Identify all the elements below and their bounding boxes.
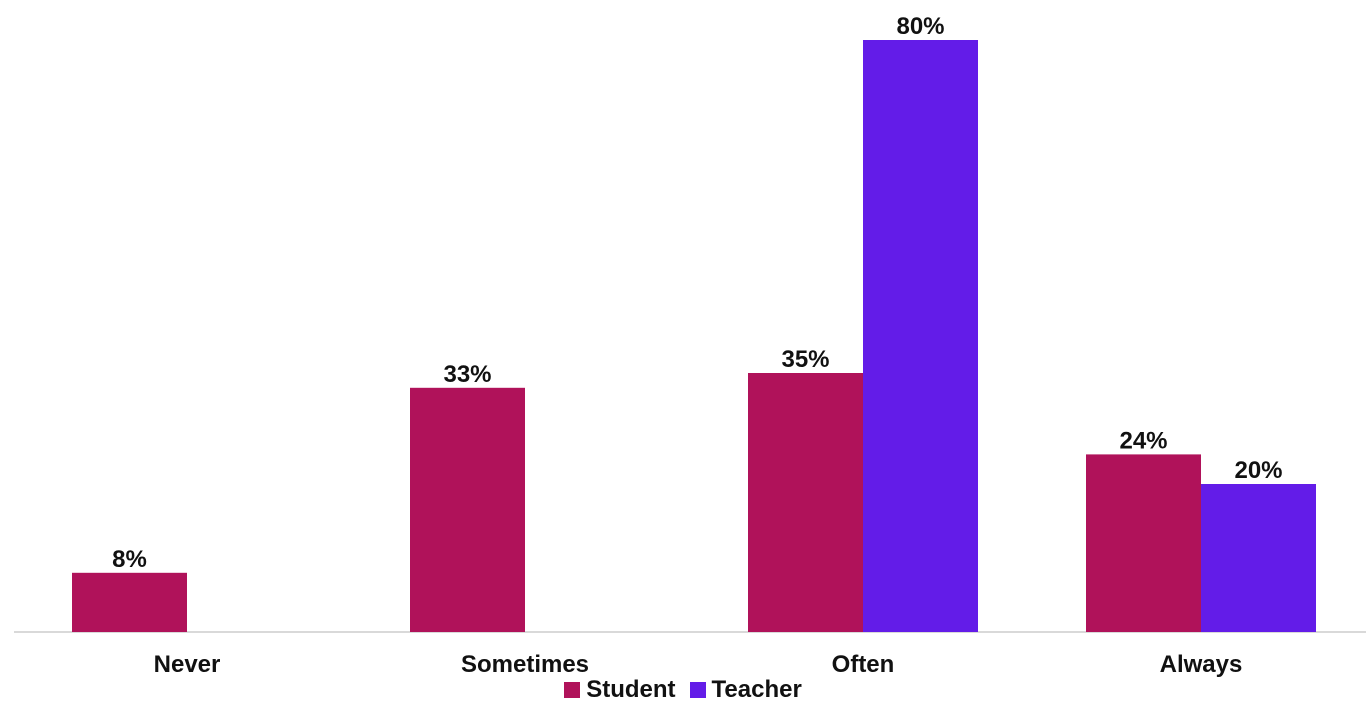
data-label-student-sometimes: 33% [443, 361, 491, 388]
legend-swatch-student [564, 682, 581, 698]
bar-student-often [748, 373, 863, 632]
data-label-student-always: 24% [1119, 427, 1167, 454]
legend-label-student: Student [586, 676, 676, 703]
x-tick-label-never: Never [154, 651, 221, 678]
legend-label-teacher: Teacher [711, 676, 802, 703]
legend: Student Teacher [0, 676, 1366, 704]
x-tick-label-sometimes: Sometimes [461, 651, 589, 678]
bar-student-sometimes [410, 387, 525, 632]
bar-teacher-always [1201, 484, 1316, 632]
data-label-student-often: 35% [781, 346, 829, 373]
data-label-teacher-always: 20% [1234, 457, 1282, 484]
legend-swatch-teacher [689, 682, 706, 698]
bar-student-never [72, 572, 187, 632]
bar-teacher-often [863, 40, 978, 632]
data-label-teacher-often: 80% [896, 13, 944, 40]
legend-item-student: Student [564, 676, 676, 704]
x-tick-label-always: Always [1160, 651, 1243, 678]
bar-student-always [1086, 454, 1201, 632]
legend-item-teacher: Teacher [689, 676, 802, 704]
x-tick-label-often: Often [832, 651, 895, 678]
data-label-student-never: 8% [112, 546, 147, 573]
